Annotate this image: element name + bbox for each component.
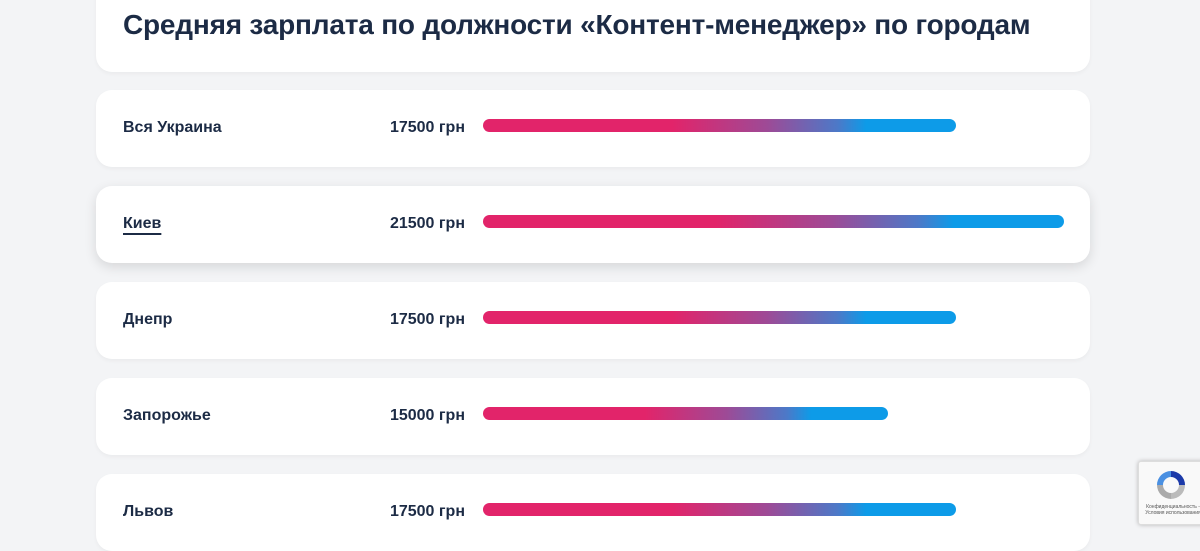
salary-value: 17500 грн [389,119,465,136]
city-label: Днепр [123,311,173,328]
title-card: Средняя зарплата по должности «Контент-м… [96,0,1090,72]
recaptcha-links[interactable]: Конфиденциальность - Условия использован… [1145,504,1200,516]
city-label: Запорожье [123,407,211,424]
salary-bar [483,311,956,324]
salary-value: 15000 грн [389,407,465,424]
bar-track [483,215,1064,228]
recaptcha-badge[interactable]: Конфиденциальность - Условия использован… [1138,461,1200,525]
table-row: Днепр 17500 грн [96,282,1090,359]
table-row: Запорожье 15000 грн [96,378,1090,455]
salary-bar [483,215,1064,228]
salary-value: 17500 грн [389,311,465,328]
bar-track [483,311,1064,324]
table-row: Киев 21500 грн [96,186,1090,263]
table-row: Вся Украина 17500 грн [96,90,1090,167]
salary-bar [483,407,889,420]
table-row: Львов 17500 грн [96,474,1090,551]
bar-track [483,119,1064,132]
recaptcha-icon [1157,471,1185,499]
city-label: Львов [123,503,174,520]
salary-value: 17500 грн [389,503,465,520]
city-link-kiev[interactable]: Киев [123,215,162,232]
salary-bar [483,119,956,132]
city-label: Вся Украина [123,119,222,136]
salary-value: 21500 грн [389,215,465,232]
bar-track [483,503,1064,516]
salary-bar [483,503,956,516]
page-title: Средняя зарплата по должности «Контент-м… [123,9,1031,40]
bar-track [483,407,1064,420]
